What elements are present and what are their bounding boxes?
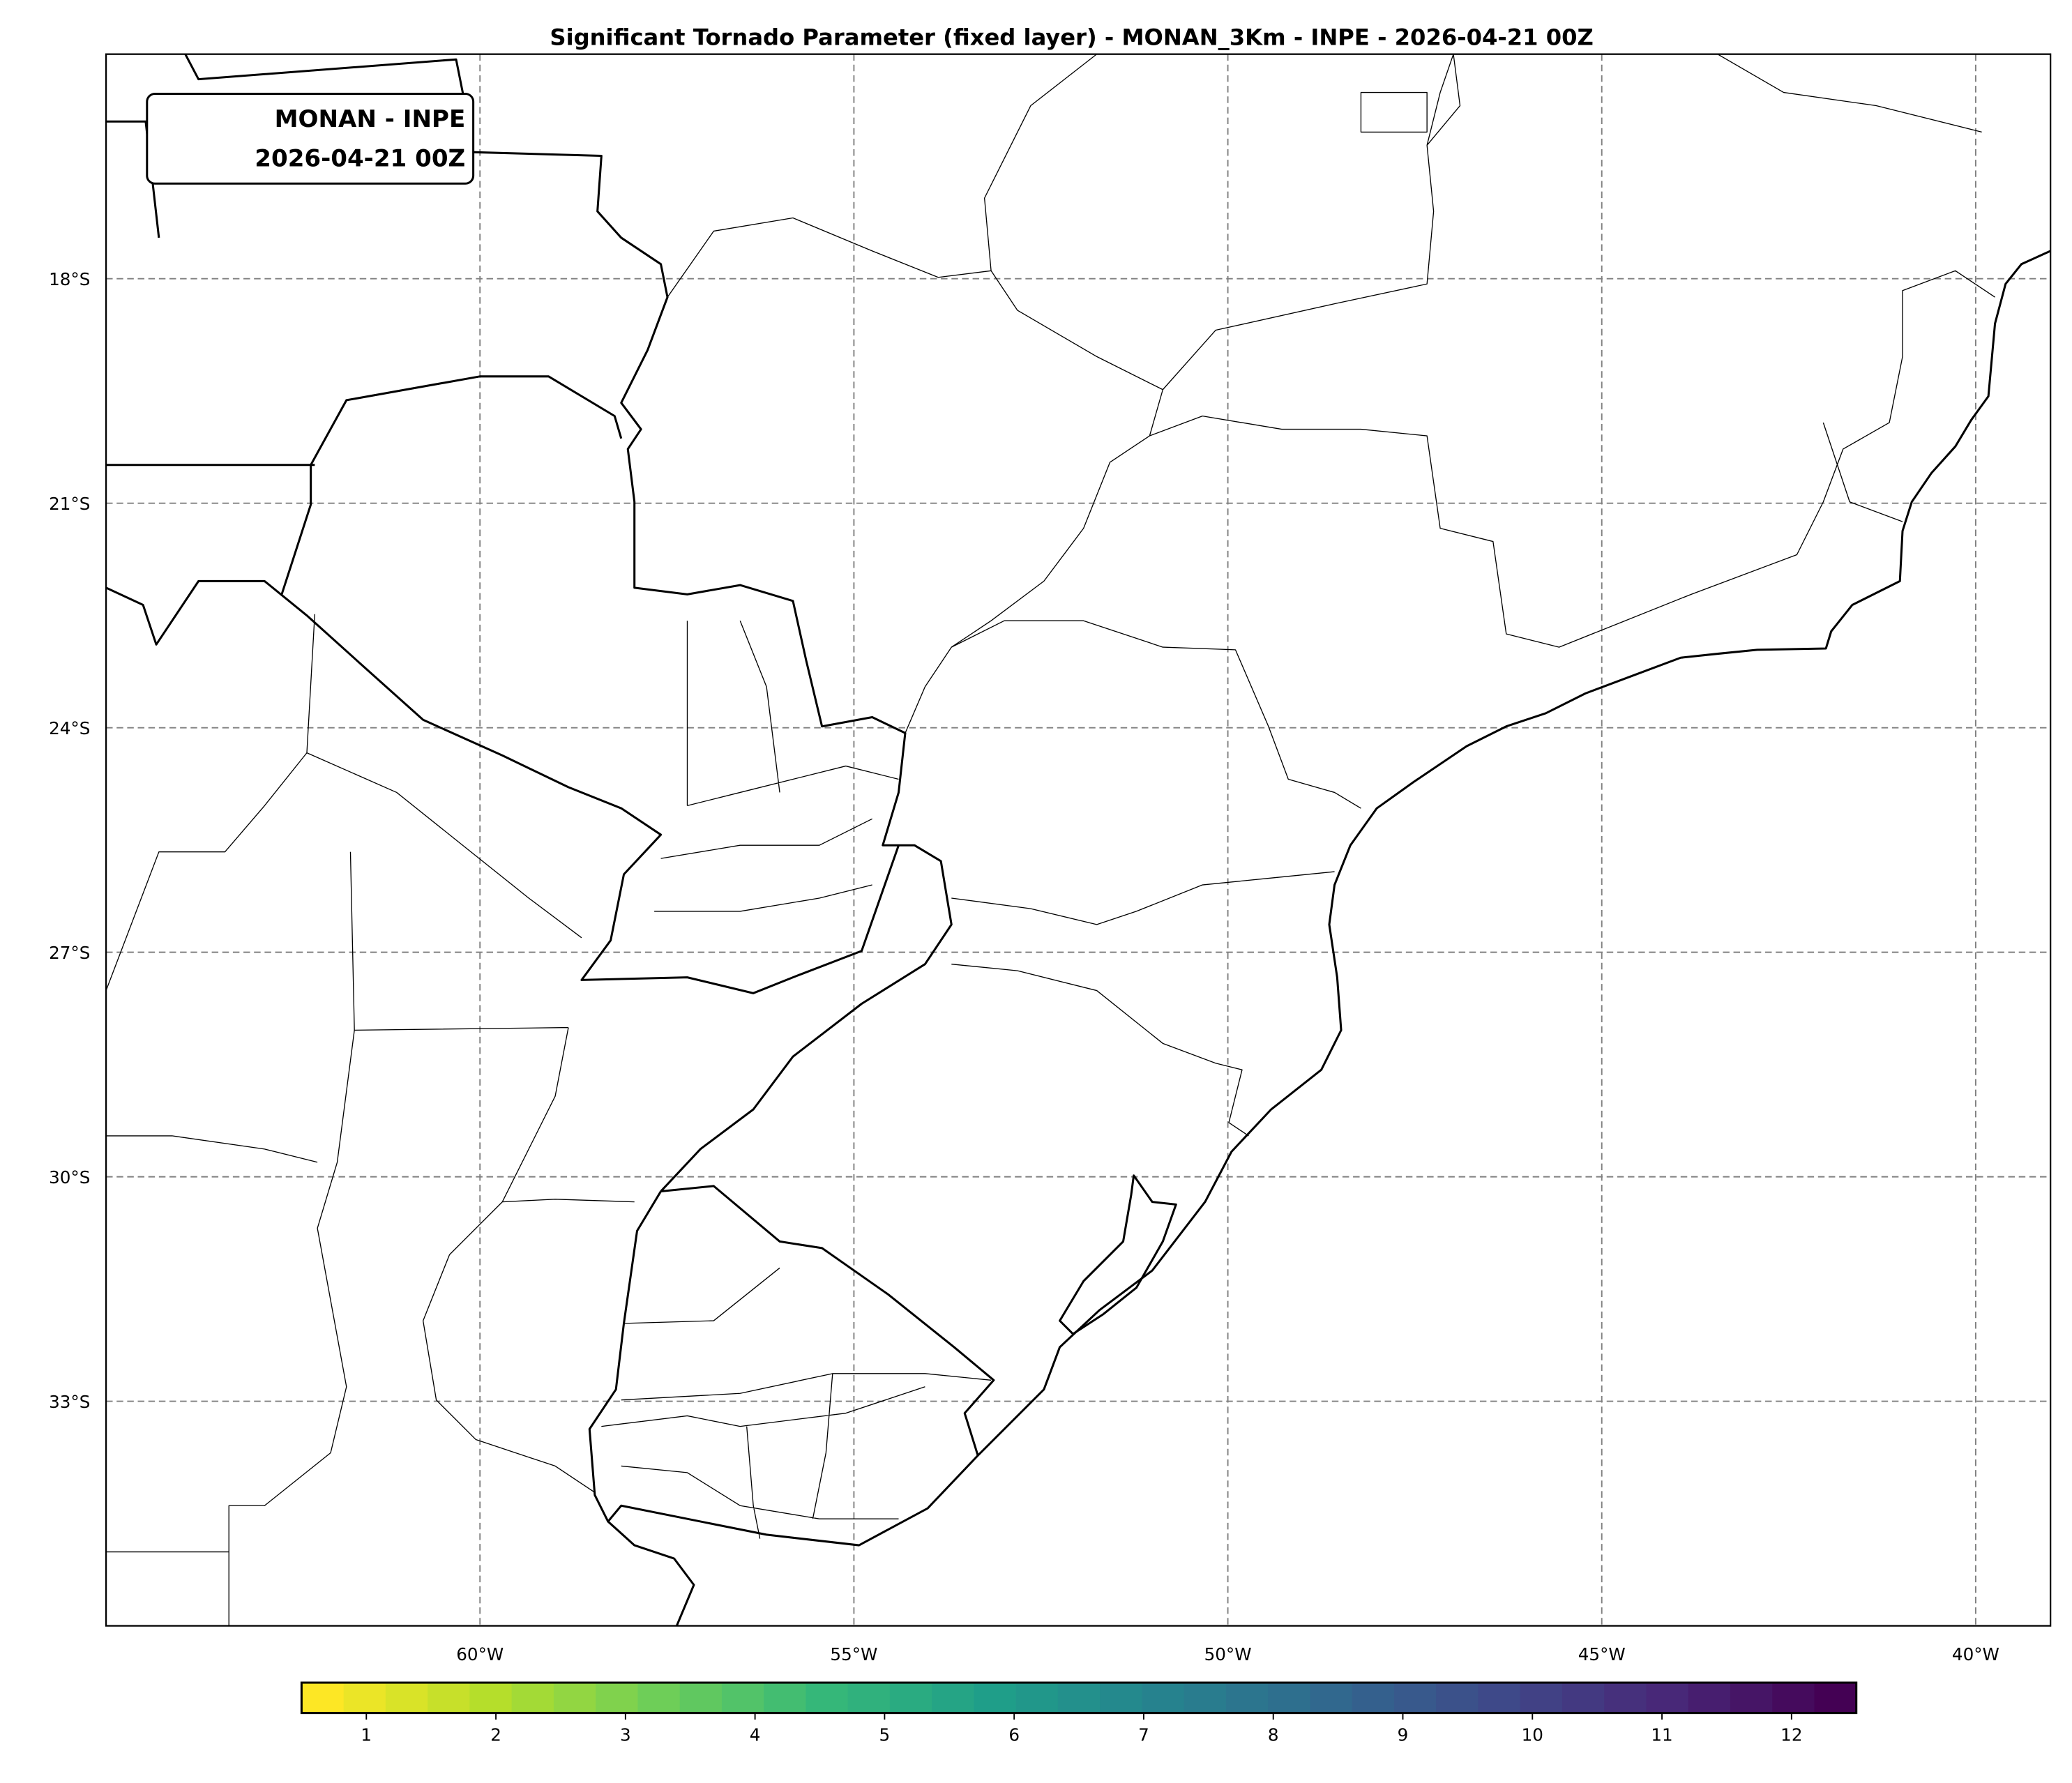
colorbar-swatch xyxy=(1478,1683,1521,1713)
latitude-labels: 18°S 21°S 24°S 27°S 30°S 33°S xyxy=(49,269,90,1412)
colorbar-ticks: 1 2 3 4 5 6 7 8 9 10 11 12 xyxy=(361,1713,1802,1745)
colorbar: 1 2 3 4 5 6 7 8 9 10 11 12 xyxy=(300,1681,1858,1745)
colorbar-swatch xyxy=(596,1683,639,1713)
colorbar-tick-label: 8 xyxy=(1268,1724,1279,1745)
colorbar-swatch xyxy=(679,1683,723,1713)
colorbar-swatch xyxy=(1561,1683,1605,1713)
colorbar-swatch xyxy=(1772,1683,1815,1713)
lon-tick-label: 45°W xyxy=(1578,1644,1626,1664)
colorbar-swatch xyxy=(932,1683,975,1713)
colorbar-swatch xyxy=(974,1683,1017,1713)
colorbar-swatch xyxy=(469,1683,513,1713)
colorbar-tick-label: 11 xyxy=(1651,1724,1672,1745)
annotation-line2: 2026-04-21 00Z xyxy=(255,145,465,173)
colorbar-swatch xyxy=(1393,1683,1437,1713)
colorbar-swatch xyxy=(1015,1683,1059,1713)
colorbar-swatch xyxy=(1225,1683,1269,1713)
colorbar-swatch xyxy=(1184,1683,1227,1713)
colorbar-swatch xyxy=(764,1683,807,1713)
lon-tick-label: 50°W xyxy=(1204,1644,1252,1664)
coastline xyxy=(607,250,2051,1626)
colorbar-swatch xyxy=(637,1683,681,1713)
colorbar-swatch xyxy=(1142,1683,1185,1713)
lagoa-dos-patos xyxy=(1059,1174,1177,1335)
border-uruguay-argentina xyxy=(588,1190,662,1522)
border-bolivia-brazil xyxy=(184,54,953,1192)
colorbar-tick-label: 5 xyxy=(879,1724,891,1745)
colorbar-swatch xyxy=(1730,1683,1774,1713)
gridlines xyxy=(106,54,2051,1626)
colorbar-swatch xyxy=(1688,1683,1732,1713)
colorbar-frame xyxy=(300,1681,1858,1715)
colorbar-tick-label: 7 xyxy=(1138,1724,1149,1745)
annotation-line1: MONAN - INPE xyxy=(275,105,466,133)
colorbar-tick-label: 1 xyxy=(361,1724,372,1745)
map-frame xyxy=(105,53,2052,1627)
colorbar-tick-label: 10 xyxy=(1522,1724,1543,1745)
colorbar-swatch xyxy=(721,1683,765,1713)
colorbar-swatch xyxy=(847,1683,891,1713)
annotation-box: MONAN - INPE 2026-04-21 00Z xyxy=(146,92,475,185)
colorbar-swatch xyxy=(806,1683,849,1713)
colorbar-swatch xyxy=(343,1683,387,1713)
colorbar-swatch xyxy=(1604,1683,1647,1713)
colorbar-swatch xyxy=(1814,1683,1857,1713)
colorbar-swatch xyxy=(1310,1683,1353,1713)
lon-tick-label: 55°W xyxy=(830,1644,877,1664)
colorbar-tick-label: 4 xyxy=(750,1724,761,1745)
colorbar-swatch xyxy=(428,1683,471,1713)
colorbar-swatch xyxy=(889,1683,933,1713)
lat-tick-label: 18°S xyxy=(49,269,90,289)
colorbar-tick-label: 6 xyxy=(1008,1724,1020,1745)
lat-tick-label: 24°S xyxy=(49,718,90,738)
colorbar-swatch xyxy=(1352,1683,1396,1713)
colorbar-tick-label: 9 xyxy=(1398,1724,1409,1745)
colorbar-swatch xyxy=(1520,1683,1564,1713)
state-borders xyxy=(106,54,1995,1626)
colorbar-swatch xyxy=(1646,1683,1689,1713)
lat-tick-label: 21°S xyxy=(49,494,90,514)
colorbar-swatch xyxy=(1057,1683,1101,1713)
border-bolivia xyxy=(106,120,160,238)
lat-tick-label: 27°S xyxy=(49,943,90,963)
colorbar-swatch xyxy=(385,1683,429,1713)
lat-tick-label: 30°S xyxy=(49,1167,90,1188)
border-paraguay xyxy=(106,375,900,994)
colorbar-swatch xyxy=(511,1683,555,1713)
colorbar-swatch xyxy=(1100,1683,1143,1713)
colorbar-tick-label: 12 xyxy=(1780,1724,1802,1745)
colorbar-swatch xyxy=(301,1683,345,1713)
colorbar-swatch xyxy=(1268,1683,1311,1713)
colorbar-swatch xyxy=(553,1683,597,1713)
border-uruguay-brazil xyxy=(660,1185,995,1456)
lon-tick-label: 40°W xyxy=(1952,1644,1999,1664)
colorbar-swatch xyxy=(1436,1683,1479,1713)
colorbar-tick-label: 3 xyxy=(620,1724,631,1745)
map-area xyxy=(106,54,2051,1626)
longitude-labels: 60°W 55°W 50°W 45°W 40°W xyxy=(456,1644,1999,1664)
lat-tick-label: 33°S xyxy=(49,1392,90,1412)
colorbar-swatches xyxy=(301,1683,1857,1713)
lon-tick-label: 60°W xyxy=(456,1644,504,1664)
figure-title: Significant Tornado Parameter (fixed lay… xyxy=(550,24,1593,50)
colorbar-tick-label: 2 xyxy=(490,1724,501,1745)
